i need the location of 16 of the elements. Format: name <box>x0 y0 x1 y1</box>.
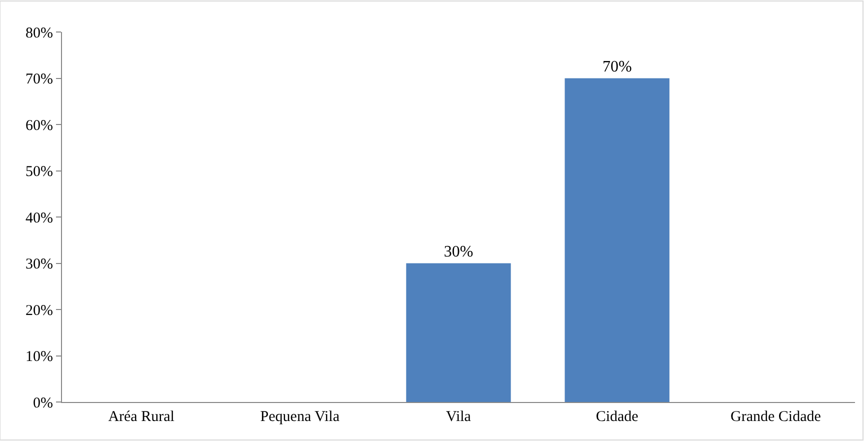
data-label: 70% <box>602 58 632 76</box>
y-tick-label: 70% <box>26 72 53 88</box>
y-tick-label: 10% <box>26 349 53 365</box>
y-tick-label: 30% <box>26 256 53 272</box>
y-tick-label: 80% <box>26 25 53 42</box>
x-tick-label: Vila <box>446 409 472 425</box>
data-label: 30% <box>444 243 474 260</box>
y-tick-label: 50% <box>26 164 53 180</box>
y-tick-label: 40% <box>26 210 53 226</box>
y-tick-label: 20% <box>26 302 53 319</box>
x-tick-label: Grande Cidade <box>730 409 822 425</box>
y-tick-label: 0% <box>33 395 53 412</box>
x-tick-label: Aréa Rural <box>108 409 174 425</box>
x-tick-label: Cidade <box>596 409 639 425</box>
x-tick-label: Pequena Vila <box>260 409 340 425</box>
y-tick-label: 60% <box>26 118 53 134</box>
